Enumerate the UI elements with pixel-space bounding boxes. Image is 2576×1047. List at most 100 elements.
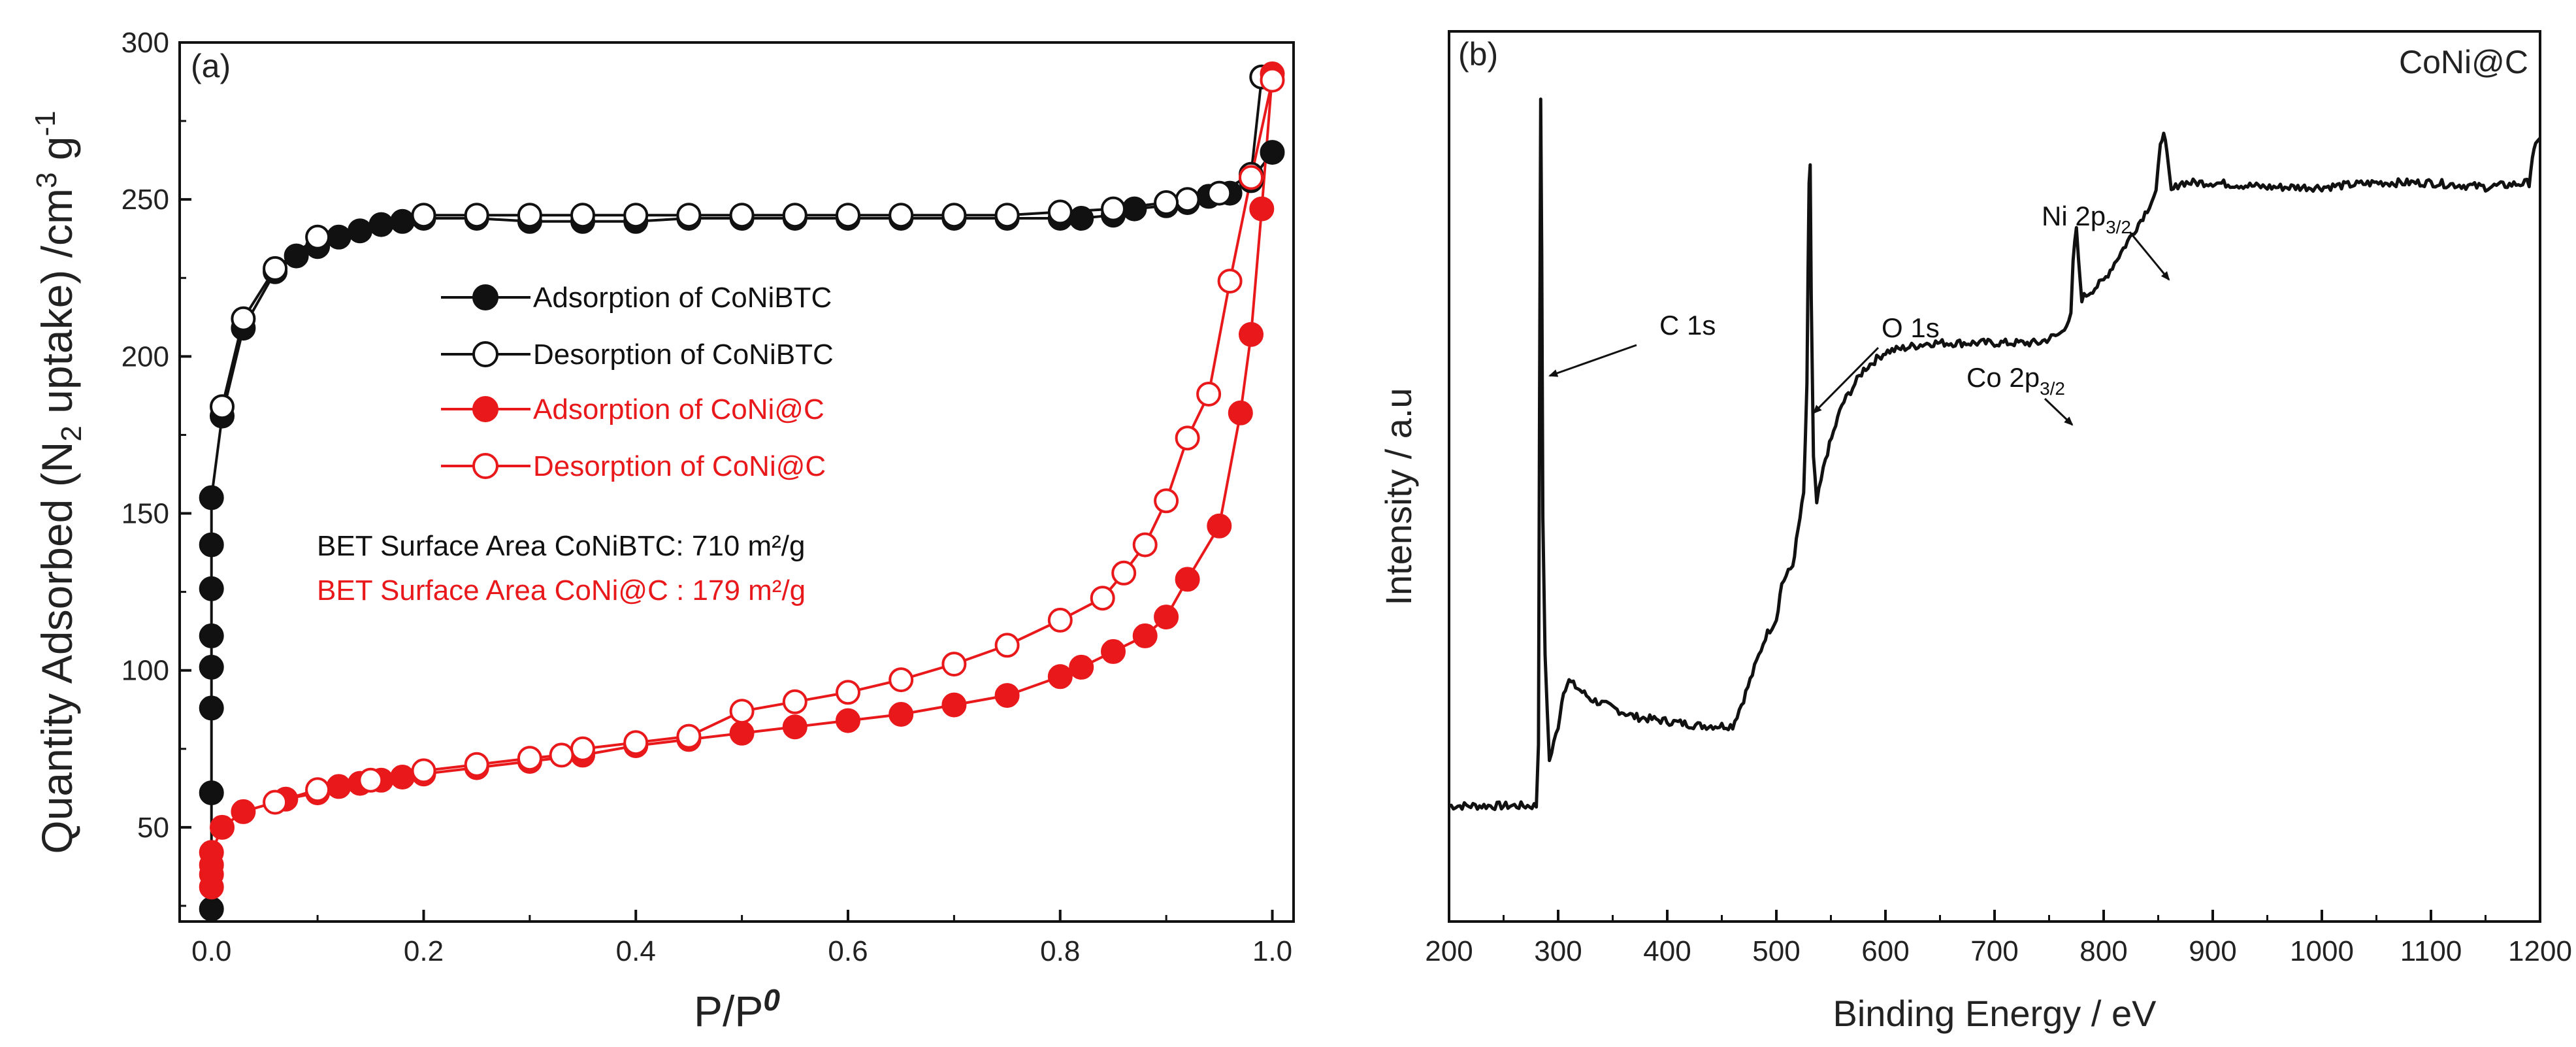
x-tick-label: 300 (1534, 935, 1582, 967)
data-point-series-2 (1154, 605, 1179, 630)
data-point-series-3 (411, 758, 436, 784)
panel-b-label: (b) (1458, 36, 1498, 73)
data-point-series-2 (1228, 400, 1253, 425)
svg-text:Adsorption of CoNi@C: Adsorption of CoNi@C (533, 393, 824, 425)
data-point-series-3 (889, 667, 914, 693)
data-point-series-0 (199, 896, 224, 922)
data-point-series-1 (729, 203, 755, 228)
data-point-series-0 (1122, 196, 1147, 222)
data-point-series-1 (1047, 199, 1073, 225)
legend-entry-desorption-coni-c: Desorption of CoNi@C (441, 450, 826, 482)
data-point-series-3 (517, 746, 542, 771)
panel-a-plot-frame (178, 41, 1295, 923)
data-point-series-2 (836, 708, 860, 733)
x-tick-label: 1100 (2400, 935, 2462, 967)
data-point-series-2 (1069, 654, 1094, 680)
data-point-series-3 (836, 680, 860, 705)
svg-text:Desorption of CoNi@C: Desorption of CoNi@C (533, 450, 826, 482)
data-point-series-1 (210, 394, 235, 420)
data-point-series-2 (390, 765, 415, 789)
x-tick-label: 0.6 (828, 935, 868, 967)
data-point-series-0 (199, 695, 224, 721)
data-point-series-3 (623, 730, 649, 756)
data-point-series-0 (390, 208, 415, 234)
data-point-series-0 (199, 576, 224, 601)
x-tick-label: 1200 (2508, 935, 2572, 967)
data-point-series-3 (1111, 560, 1137, 586)
data-point-series-0 (348, 218, 372, 244)
data-point-series-0 (1069, 206, 1094, 231)
data-point-series-3 (782, 689, 807, 714)
panel-a-y-axis: 50 100 150 200 250 300 (122, 27, 191, 907)
data-point-series-3 (358, 767, 383, 793)
data-point-series-3 (464, 752, 489, 777)
data-point-series-3 (570, 736, 595, 761)
data-point-series-1 (1175, 187, 1200, 212)
data-point-series-1 (782, 203, 807, 228)
y-tick-label: 300 (122, 27, 169, 59)
data-point-series-1 (994, 203, 1020, 228)
data-point-series-3 (1196, 382, 1222, 407)
legend-entry-desorption-coniBTC: Desorption of CoNiBTC (441, 339, 834, 371)
panel-a-y-axis-title: Quantity Adsorbed (N2 uptake) /cm3 g-1 (29, 110, 88, 854)
x-tick-label: 0.0 (191, 935, 231, 967)
svg-text:Co 2p3/2: Co 2p3/2 (1966, 362, 2065, 399)
data-point-series-1 (1101, 196, 1126, 222)
annotation-o1s: O 1s (1812, 312, 1940, 414)
data-point-series-0 (199, 780, 224, 806)
data-point-series-2 (231, 799, 256, 824)
legend-entry-adsorption-coni-c: Adsorption of CoNi@C (441, 393, 824, 425)
panel-a-legend: Adsorption of CoNiBTC Desorption of CoNi… (441, 282, 834, 482)
data-point-series-3 (549, 742, 574, 768)
x-tick-label: 600 (1861, 935, 1909, 967)
panel-b-xps-chart: (b) CoNi@C 200 300 400 500 600 700 800 900 1000 1… (1378, 30, 2572, 1034)
panel-b-plot-frame (1448, 30, 2541, 923)
data-point-series-3 (263, 789, 288, 815)
data-point-series-3 (1239, 165, 1264, 190)
data-point-series-2 (941, 692, 967, 718)
y-tick-label: 150 (122, 498, 169, 530)
data-point-series-2 (729, 720, 755, 746)
data-point-series-0 (199, 532, 224, 557)
data-point-series-3 (994, 633, 1020, 658)
x-tick-label: 1.0 (1252, 935, 1292, 967)
data-point-series-2 (199, 840, 224, 865)
svg-text:Desorption of CoNiBTC: Desorption of CoNiBTC (533, 339, 834, 371)
data-point-series-3 (1217, 269, 1243, 294)
bet-note-coni-c: BET Surface Area CoNi@C : 179 m²/g (317, 574, 806, 607)
data-point-series-2 (1249, 196, 1275, 222)
svg-text:Ni 2p3/2: Ni 2p3/2 (2042, 201, 2131, 237)
data-point-series-2 (1175, 567, 1200, 592)
data-point-series-2 (1239, 322, 1264, 347)
xps-spectrum-line (1448, 97, 2541, 811)
panel-a-x-axis: 0.0 0.2 0.4 0.6 0.8 1.0 (191, 910, 1292, 967)
data-point-series-2 (210, 814, 235, 840)
panel-a-series-group (199, 61, 1285, 922)
data-point-series-1 (1154, 190, 1179, 215)
data-point-series-2 (326, 774, 351, 799)
data-point-series-2 (782, 714, 807, 740)
data-point-series-0 (1260, 140, 1285, 165)
x-tick-label: 800 (2079, 935, 2127, 967)
y-tick-label: 50 (137, 812, 169, 844)
data-point-series-1 (570, 203, 595, 228)
x-tick-label: 200 (1425, 935, 1473, 967)
data-point-series-2 (889, 702, 914, 727)
panel-a-x-axis-title: P/P0 (694, 983, 780, 1035)
x-tick-label: 500 (1752, 935, 1800, 967)
series-line-3 (274, 80, 1274, 804)
data-point-series-1 (411, 203, 436, 228)
x-tick-label: 900 (2189, 935, 2236, 967)
data-point-series-2 (1047, 664, 1073, 690)
data-point-series-3 (1175, 425, 1200, 451)
panel-b-y-axis-title: Intensity / a.u (1378, 388, 1419, 605)
data-point-series-0 (368, 212, 394, 237)
data-point-series-1 (836, 203, 860, 228)
data-point-series-0 (199, 485, 224, 510)
panel-b-x-axis-title: Binding Energy / eV (1833, 993, 2157, 1034)
data-point-series-3 (305, 777, 331, 803)
x-tick-label: 0.8 (1040, 935, 1080, 967)
data-point-series-1 (263, 256, 288, 281)
data-point-series-2 (1207, 513, 1232, 539)
data-point-series-0 (284, 243, 309, 269)
